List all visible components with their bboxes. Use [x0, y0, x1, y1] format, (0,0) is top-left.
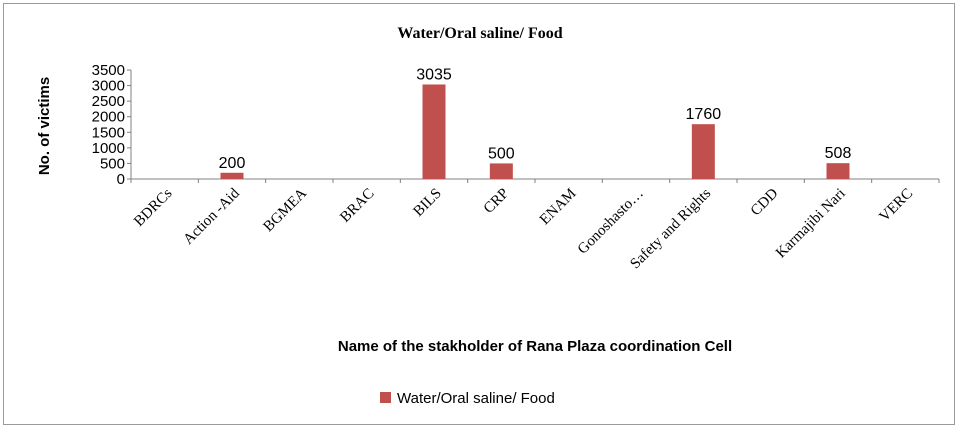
y-tick-label: 1500 [92, 124, 125, 141]
x-category-label: CDD [748, 185, 782, 219]
data-label: 200 [219, 155, 246, 172]
x-category-label: ENAM [537, 186, 580, 229]
x-category-label: Gonoshasto… [575, 186, 647, 258]
x-axis-title: Name of the stakholder of Rana Plaza coo… [338, 338, 732, 355]
x-category-label: BDRCs [131, 185, 175, 229]
x-category-label: Action -Aid [181, 185, 244, 248]
y-tick-label: 500 [100, 155, 125, 172]
y-tick-label: 3000 [92, 78, 125, 95]
x-category-label: CRP [481, 186, 512, 217]
x-category-label: BRAC [337, 186, 377, 226]
data-label: 1760 [686, 106, 722, 123]
legend: Water/Oral saline/ Food [380, 390, 555, 407]
chart-frame [3, 3, 955, 425]
data-label: 3035 [416, 66, 452, 83]
x-category-label: BGMEA [261, 185, 311, 235]
data-label: 508 [825, 145, 852, 162]
x-category-label: VERC [877, 186, 917, 226]
chart-title: Water/Oral saline/ Food [397, 25, 562, 42]
bar [220, 172, 244, 179]
y-tick-label: 1000 [92, 140, 125, 157]
y-tick-label: 0 [117, 171, 125, 188]
y-tick-label: 3500 [92, 62, 125, 79]
y-tick-label: 2000 [92, 109, 125, 126]
y-tick-label: 2500 [92, 93, 125, 110]
legend-label: Water/Oral saline/ Food [397, 390, 555, 407]
data-label: 500 [488, 145, 515, 162]
bar [826, 163, 850, 179]
bar [489, 163, 513, 179]
x-category-label: Karmajibi Nari [773, 186, 849, 262]
legend-swatch [380, 392, 391, 403]
y-axis-title: No. of victims [36, 77, 53, 175]
x-category-label: BILS [411, 186, 445, 220]
bar [422, 84, 446, 179]
bar [691, 124, 715, 179]
